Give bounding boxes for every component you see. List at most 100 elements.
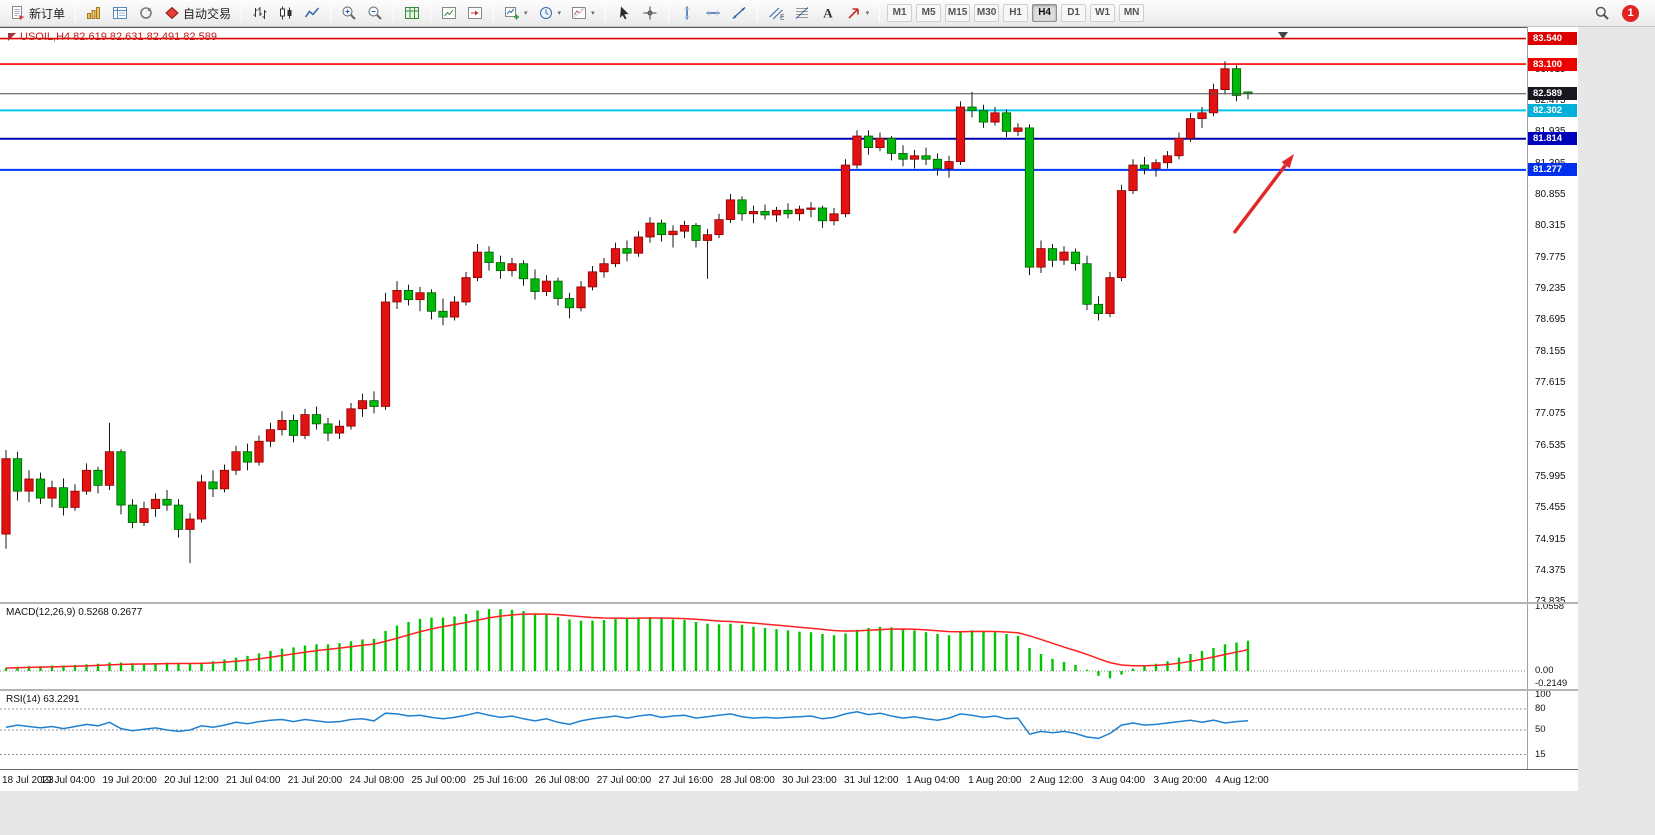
timeframe-h4[interactable]: H4 [1032,4,1058,22]
price-axis-label: 77.075 [1535,408,1566,420]
refresh-icon [140,7,152,19]
rsi-axis-label: 15 [1535,748,1546,760]
price-badge-83.540: 83.540 [1528,32,1577,46]
symbol-search-button[interactable] [1590,2,1614,24]
bars-icon [253,7,267,19]
auto-trading-button[interactable]: 自动交易 [160,2,235,24]
timeframe-d1[interactable]: D1 [1061,4,1087,22]
fibonacci-button[interactable] [790,2,814,24]
one-click-trading-toggle[interactable] [8,33,16,41]
trendline-button[interactable] [727,2,751,24]
data-window-button[interactable] [108,2,132,24]
price-axis-label: 78.155 [1535,345,1566,357]
price-badge-82.302: 82.302 [1528,103,1577,117]
dropdown-caret[interactable]: ▾ [865,10,870,17]
price-axis-label: 75.455 [1535,502,1566,514]
svg-text:E: E [780,15,784,22]
price-badge-81.814: 81.814 [1528,132,1577,146]
cursor-button[interactable] [612,2,636,24]
auto-scroll-button[interactable] [437,2,461,24]
panel-splitter[interactable] [0,689,1578,691]
bar-chart-button[interactable] [248,2,272,24]
equidistant-channel-button[interactable]: E [764,2,788,24]
time-axis[interactable]: 18 Jul 2023 19 Jul 04:00 19 Jul 20:00 20 Ju… [0,769,1578,791]
line-chart-button[interactable] [300,2,324,24]
time-axis-label: 24 Jul 08:00 [349,775,405,786]
search-icon [1595,6,1609,20]
refresh-button[interactable] [134,2,158,24]
market-watch-icon [87,7,101,19]
macd-signal-line [5,613,1249,669]
zoom-in-icon [342,6,356,20]
text-icon: A [823,6,833,21]
vertical-line-button[interactable] [675,2,699,24]
notification-badge[interactable]: 1 [1622,4,1639,22]
dropdown-caret[interactable]: ▾ [591,10,595,17]
timeframe-m30[interactable]: M30 [974,4,1000,22]
timeframe-h1[interactable]: H1 [1003,4,1029,22]
time-axis-label: 20 Jul 12:00 [164,775,219,786]
price-chart[interactable] [0,27,1526,602]
macd-axis-label: 1.0558 [1535,601,1565,612]
cursor-icon [619,6,629,20]
time-axis-label: 27 Jul 16:00 [658,775,714,786]
text-label-button[interactable]: A [816,2,840,24]
zoom-in-button[interactable] [337,2,361,24]
candles-icon [280,6,292,20]
horizontal-levels[interactable] [0,37,1526,171]
auto-trading-button-label: 自动交易 [183,6,232,21]
trendline-icon [732,6,746,20]
price-axis-label: 76.535 [1535,439,1566,451]
time-axis-label: 31 Jul 12:00 [843,775,899,786]
macd-label: MACD(12,26,9) 0.5268 0.2677 [6,607,143,618]
channel-icon: E [768,7,784,22]
timeframe-m15[interactable]: M15 [945,4,971,22]
timeframe-m5[interactable]: M5 [916,4,942,22]
time-axis-label: 30 Jul 23:00 [782,775,837,786]
line-icon [304,7,320,18]
time-axis-label: 2 Aug 12:00 [1029,775,1084,786]
tile-windows-button[interactable] [400,2,424,24]
trend-arrow-annotation[interactable] [1232,154,1294,235]
template-icon [572,7,587,19]
templates-button[interactable]: ▾ [567,2,599,24]
panel-splitter[interactable] [0,602,1578,604]
chart-shift-marker-icon[interactable] [1278,32,1288,39]
zoom-out-button[interactable] [363,2,387,24]
timeframe-w1[interactable]: W1 [1090,4,1116,22]
price-axis[interactable]: 83.01582.47581.93581.39580.85580.31579.7… [1527,27,1578,769]
clock-icon [539,7,552,19]
arrow-obj-icon [848,8,859,19]
dropdown-caret[interactable]: ▾ [524,10,528,17]
new-order-button[interactable]: 新订单 [6,2,69,24]
price-axis-label: 79.775 [1535,251,1566,263]
price-axis-label: 74.915 [1535,533,1566,545]
periods-button[interactable]: ▾ [534,2,566,24]
symbol-ohlc-title: USOIL,H4 82.619 82.631 82.491 82.589 [20,31,217,43]
time-axis-label: 3 Aug 04:00 [1091,775,1146,786]
main-toolbar: 新订单 自动交易 ▾ ▾ ▾ E A ▾ M1 M5 M15 M30 H1 H4 D1 W1 MN 1 [0,0,1655,27]
macd-axis-label: -0.2149 [1535,678,1568,689]
time-axis-label: 19 Jul 04:00 [40,775,96,786]
toolbar-separator [330,4,332,22]
crosshair-button[interactable] [638,2,662,24]
time-axis-label: 25 Jul 16:00 [473,775,528,786]
new-order-button-label: 新订单 [29,6,66,21]
chart-shift-button[interactable] [463,2,487,24]
price-axis-label: 82.475 [1535,94,1566,106]
price-axis-label: 81.935 [1535,126,1566,137]
time-axis-label: 26 Jul 08:00 [534,775,590,786]
time-axis-label: 1 Aug 04:00 [906,775,960,786]
arrows-button[interactable]: ▾ [842,2,874,24]
new-chart-button[interactable]: ▾ [500,2,532,24]
price-axis-label: 75.995 [1535,470,1566,482]
timeframe-m1[interactable]: M1 [887,4,913,22]
rsi-panel [0,691,1526,769]
dropdown-caret[interactable]: ▾ [557,10,562,17]
time-axis-label: 21 Jul 20:00 [287,775,343,786]
timeframe-mn[interactable]: MN [1119,4,1145,22]
candlestick-chart-button[interactable] [274,2,298,24]
horizontal-line-button[interactable] [701,2,725,24]
market-watch-button[interactable] [82,2,106,24]
